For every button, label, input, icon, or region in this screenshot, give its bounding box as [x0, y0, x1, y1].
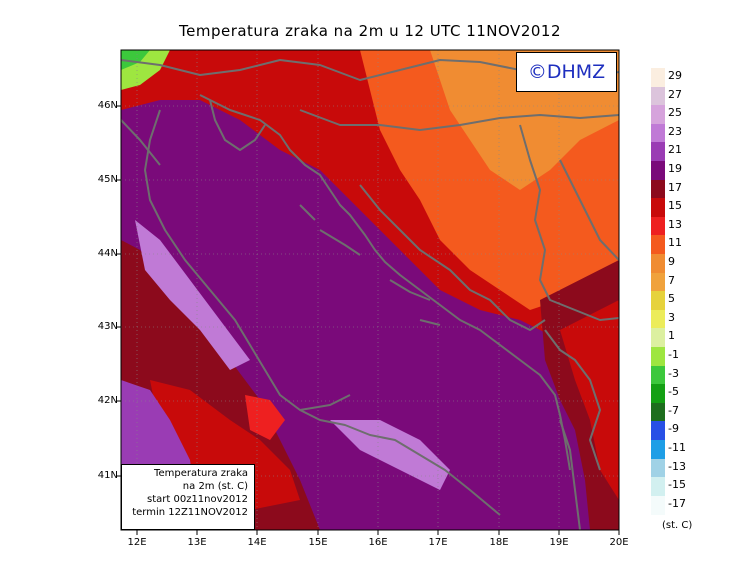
legend-label: 25	[668, 106, 682, 120]
border-bih-east	[519, 124, 619, 321]
legend-swatch	[651, 254, 665, 274]
sea-warm-band-2	[330, 420, 450, 490]
map-frame	[120, 49, 620, 531]
legend-label: -5	[668, 385, 679, 399]
legend-swatch	[651, 291, 665, 311]
adriatic-coastline-east	[199, 94, 571, 471]
legend-swatch	[651, 365, 665, 385]
info-box: Temperatura zraka na 2m (st. C) start 00…	[121, 464, 255, 530]
info-line-unit: na 2m (st. C)	[182, 481, 248, 492]
lon-label: 17E	[428, 537, 448, 548]
lon-label: 14E	[247, 537, 267, 548]
border-serbia	[559, 159, 619, 261]
legend-swatch	[651, 402, 665, 422]
legend-label: -7	[668, 403, 679, 417]
border-montenegro	[544, 329, 601, 471]
island-3	[419, 319, 441, 326]
legend-label: 11	[668, 236, 682, 250]
legend-label: 1	[668, 329, 675, 343]
legend-label: 5	[668, 292, 675, 306]
legend-swatch	[651, 309, 665, 329]
legend-swatch	[651, 440, 665, 460]
gargano-coast	[299, 409, 501, 516]
lat-label: 41N	[97, 470, 118, 481]
legend-label: -9	[668, 422, 679, 436]
legend-swatch	[651, 477, 665, 497]
lat-label: 44N	[97, 248, 118, 259]
border-sava	[299, 109, 619, 131]
lon-label: 20E	[609, 537, 629, 548]
legend-label: 17	[668, 180, 682, 194]
info-line-variable: Temperatura zraka	[154, 468, 248, 479]
legend-swatch	[651, 384, 665, 404]
legend-label: -1	[668, 348, 679, 361]
alps-cold-2	[121, 50, 150, 70]
legend-swatch	[651, 216, 665, 236]
legend-swatch	[651, 161, 665, 181]
legend-label: 13	[668, 217, 682, 231]
legend-swatch	[651, 272, 665, 292]
legend-swatch	[651, 421, 665, 441]
legend-label: -13	[668, 459, 686, 473]
adriatic-coastline-west	[144, 109, 351, 411]
istria-coast	[209, 99, 266, 151]
legend-label: 21	[668, 143, 682, 157]
lon-label: 16E	[368, 537, 388, 548]
info-line-start: start 00z11nov2012	[147, 494, 248, 505]
legend-swatch	[651, 495, 665, 515]
lon-label: 12E	[127, 537, 147, 548]
legend-label: -3	[668, 366, 679, 380]
lon-label: 18E	[489, 537, 509, 548]
legend-label: 7	[668, 273, 675, 287]
legend-label: 3	[668, 310, 675, 324]
dhmz-badge: ©DHMZ	[516, 52, 617, 92]
legend-label: 27	[668, 87, 682, 101]
legend-label: -15	[668, 478, 686, 492]
land-field-east-red	[560, 300, 619, 500]
legend-swatch	[651, 179, 665, 199]
legend-swatch	[651, 123, 665, 143]
legend-label: -17	[668, 496, 686, 510]
lat-label: 43N	[97, 321, 118, 332]
legend-label: 23	[668, 124, 682, 138]
italy-apennines-border	[121, 119, 161, 166]
italy-hot	[245, 395, 285, 440]
border-bih-south	[359, 184, 546, 331]
italy-field-red	[150, 380, 300, 510]
lon-label: 15E	[308, 537, 328, 548]
legend-swatch	[651, 86, 665, 106]
legend-swatch	[651, 347, 665, 367]
island-1	[319, 229, 361, 256]
island-4	[299, 204, 316, 221]
island-2	[389, 279, 431, 301]
legend-label: 29	[668, 69, 682, 82]
map-title: Temperatura zraka na 2m u 12 UTC 11NOV20…	[178, 22, 561, 40]
legend-label: 19	[668, 162, 682, 175]
legend-label: 9	[668, 255, 675, 268]
lon-label: 19E	[549, 537, 569, 548]
legend-unit: (st. C)	[662, 520, 693, 531]
lon-label: 13E	[187, 537, 207, 548]
sea-warm-band	[135, 220, 250, 370]
legend-label: -11	[668, 441, 686, 454]
legend-swatch	[651, 235, 665, 255]
lat-label: 42N	[97, 395, 118, 406]
lat-label: 46N	[97, 100, 118, 111]
info-line-termin: termin 12Z11NOV2012	[132, 507, 248, 518]
legend-label: 15	[668, 199, 682, 213]
legend-swatch	[651, 105, 665, 125]
legend-swatch	[651, 198, 665, 218]
legend-swatch	[651, 458, 665, 478]
legend-swatch	[651, 142, 665, 162]
legend-swatch	[651, 68, 665, 88]
legend-swatch	[651, 328, 665, 348]
lat-label: 45N	[97, 174, 118, 185]
albania-coast	[559, 419, 581, 530]
